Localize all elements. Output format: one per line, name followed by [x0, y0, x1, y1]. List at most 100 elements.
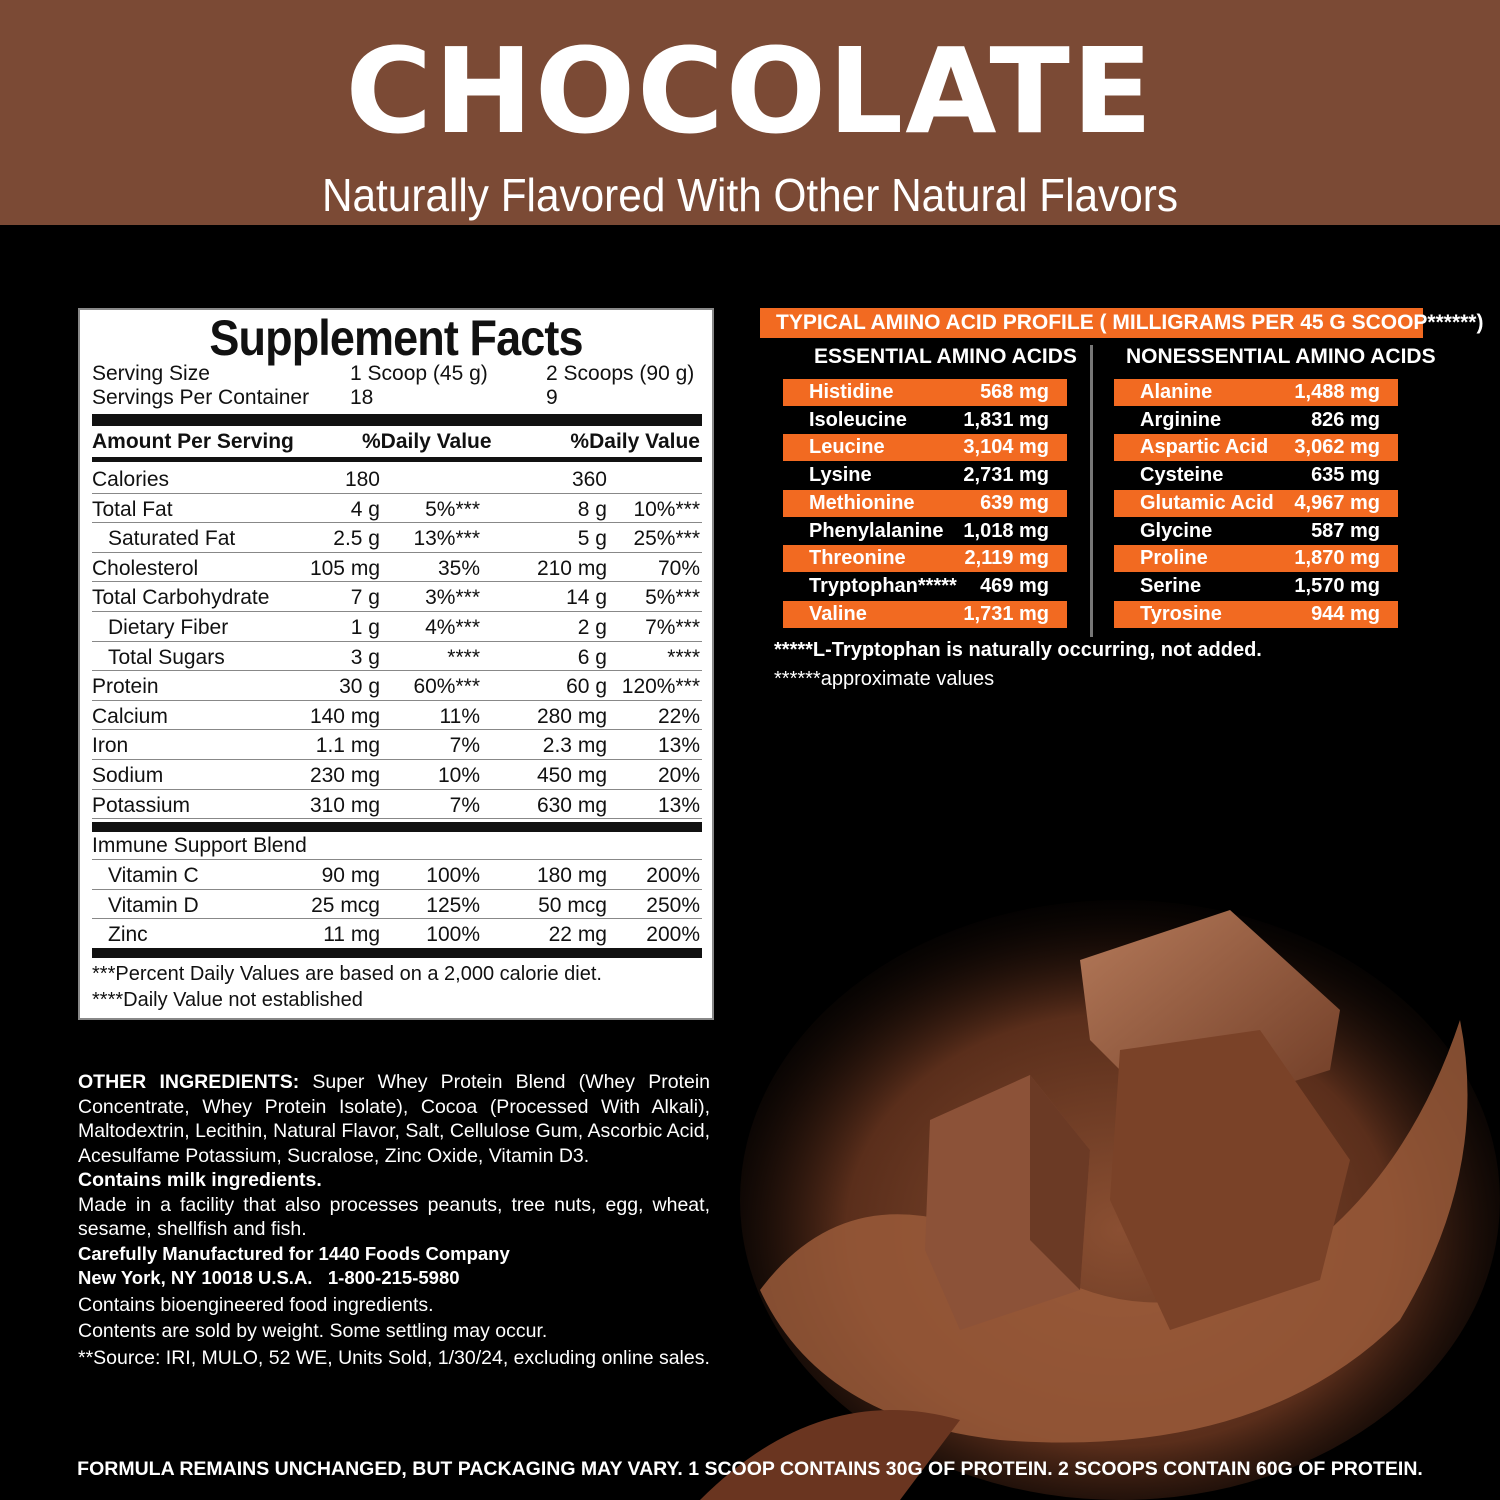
amount-1: 3 g: [350, 645, 380, 669]
servings-1: 18: [350, 386, 374, 409]
amount-2: 280 mg: [536, 704, 607, 728]
dv-2: 250%: [646, 893, 700, 917]
amino-name: Phenylalanine: [809, 519, 944, 542]
row-label: Zinc: [108, 923, 148, 947]
dv-1: 3%***: [425, 586, 480, 610]
amino-value: 635 mg: [1311, 464, 1380, 487]
amino-value: 3,104 mg: [963, 436, 1049, 459]
amount-1: 90 mg: [321, 864, 380, 887]
dv-1: 11%: [439, 704, 480, 728]
row-label: Cholesterol: [92, 556, 199, 580]
amino-name: Alanine: [1140, 381, 1213, 403]
amino-value: 4,967 mg: [1294, 491, 1380, 514]
amino-row: Glutamic Acid 4,967 mg: [1114, 489, 1398, 517]
dv-2: 120%***: [621, 675, 700, 699]
amino-value: 2,119 mg: [964, 547, 1049, 570]
dv-1: 60%***: [413, 675, 480, 699]
amino-header: TYPICAL AMINO ACID PROFILE ( MILLIGRAMS …: [760, 308, 1483, 338]
row-label: Total Carbohydrate: [92, 586, 270, 610]
row-label: Calcium: [92, 704, 168, 728]
manufacturer-line-1: Carefully Manufactured for 1440 Foods Co…: [78, 1242, 510, 1264]
dv-2: 200%: [646, 864, 700, 887]
amount-1: 230 mg: [309, 764, 380, 787]
dv-2: 5%***: [645, 586, 700, 610]
amino-row: Leucine 3,104 mg: [783, 434, 1067, 462]
chocolate-image: [700, 900, 1500, 1500]
dv-2: 25%***: [633, 527, 700, 551]
flavor-title: CHOCOLATE: [345, 22, 1155, 160]
amount-2: 630 mg: [536, 793, 607, 817]
facts-row: Protein 30 g 60%*** 60 g 120%***: [92, 671, 702, 701]
bioengineered-statement: Contains bioengineered food ingredients.: [78, 1293, 434, 1316]
servings-label: Servings Per Container: [92, 386, 310, 409]
amount-1: 180: [344, 468, 380, 491]
amino-name: Aspartic Acid: [1140, 436, 1269, 459]
amino-row: Serine 1,570 mg: [1114, 573, 1398, 600]
dv-1: 10%: [437, 764, 480, 787]
footnote-not-established: ****Daily Value not established: [92, 989, 363, 1011]
thick-divider: [92, 948, 702, 958]
amino-value: 1,018 mg: [963, 519, 1049, 542]
dv-2: 7%***: [645, 616, 700, 639]
amino-name: Valine: [809, 602, 867, 625]
row-label: Vitamin D: [108, 893, 199, 917]
facts-row: Dietary Fiber 1 g 4%*** 2 g 7%***: [92, 612, 702, 642]
amount-2: 5 g: [577, 527, 607, 551]
amino-row: Valine 1,731 mg: [783, 600, 1067, 628]
amino-value: 1,488 mg: [1294, 381, 1380, 403]
dv-1: 35%: [437, 556, 480, 580]
amount-1: 310 mg: [309, 793, 380, 817]
amount-1: 1.1 mg: [315, 734, 380, 758]
supplement-facts-panel: Supplement Facts Serving Size 1 Scoop (4…: [78, 308, 714, 1020]
amino-row: Histidine 568 mg: [783, 379, 1067, 406]
amount-1: 140 mg: [309, 704, 380, 728]
facts-row: Total Fat 4 g 5%*** 8 g 10%***: [92, 494, 702, 524]
facts-row: Calcium 140 mg 11% 280 mg 22%: [92, 701, 702, 731]
amino-name: Isoleucine: [809, 408, 907, 431]
dv-1: 125%: [426, 893, 480, 917]
blend-label: Immune Support Blend: [92, 834, 307, 857]
amino-row: Alanine 1,488 mg: [1114, 379, 1398, 406]
facts-row: Calories 180 360: [92, 464, 702, 494]
ingredients-label: OTHER INGREDIENTS:: [78, 1071, 300, 1093]
amino-name: Serine: [1140, 574, 1202, 597]
ingredients-text: Super Whey Protein Blend (Whey Protein C…: [78, 1071, 710, 1167]
row-label: Vitamin C: [108, 864, 199, 887]
row-label: Total Fat: [92, 497, 173, 521]
dv-2: 22%: [657, 704, 700, 728]
amino-value: 3,062 mg: [1294, 436, 1380, 459]
amino-row: Cysteine 635 mg: [1114, 462, 1398, 489]
servings-2: 9: [546, 386, 558, 409]
source-statement: **Source: IRI, MULO, 52 WE, Units Sold, …: [78, 1346, 710, 1369]
manufacturer-line-2: New York, NY 10018 U.S.A. 1-800-215-5980: [78, 1267, 460, 1288]
amount-1: 4 g: [350, 497, 380, 521]
facts-row: Vitamin C 90 mg 100% 180 mg 200%: [92, 860, 702, 890]
amino-name: Glutamic Acid: [1140, 491, 1274, 514]
amount-2: 14 g: [566, 586, 607, 610]
amino-row: Lysine 2,731 mg: [783, 462, 1067, 489]
dv-1: 7%: [449, 734, 480, 758]
amino-row: Glycine 587 mg: [1114, 518, 1398, 545]
facts-row: Zinc 11 mg 100% 22 mg 200%: [92, 919, 702, 949]
thick-divider: [92, 822, 702, 832]
blend-row: Immune Support Blend: [92, 830, 702, 860]
serving-size-2: 2 Scoops (90 g): [546, 362, 695, 385]
amino-value: 639 mg: [980, 491, 1049, 514]
row-label: Sodium: [92, 764, 164, 787]
serving-size-label: Serving Size: [92, 362, 210, 385]
facts-row: Sodium 230 mg 10% 450 mg 20%: [92, 760, 702, 790]
dv-1: 13%***: [413, 527, 480, 551]
amino-name: Methionine: [809, 491, 915, 514]
dv-1: ****: [447, 645, 480, 669]
dv-2: 20%: [657, 764, 700, 787]
amount-1: 2.5 g: [333, 527, 380, 551]
row-label: Iron: [92, 734, 129, 758]
amount-1: 7 g: [350, 586, 380, 610]
amount-1: 30 g: [339, 675, 380, 699]
amino-row: Isoleucine 1,831 mg: [783, 407, 1067, 434]
amino-value: 826 mg: [1311, 408, 1380, 431]
bottom-disclaimer: FORMULA REMAINS UNCHANGED, BUT PACKAGING…: [77, 1458, 1423, 1480]
tryptophan-note: *****L-Tryptophan is naturally occurring…: [774, 639, 1262, 661]
row-label: Protein: [92, 675, 159, 699]
facts-row: Total Sugars 3 g **** 6 g ****: [92, 642, 702, 672]
